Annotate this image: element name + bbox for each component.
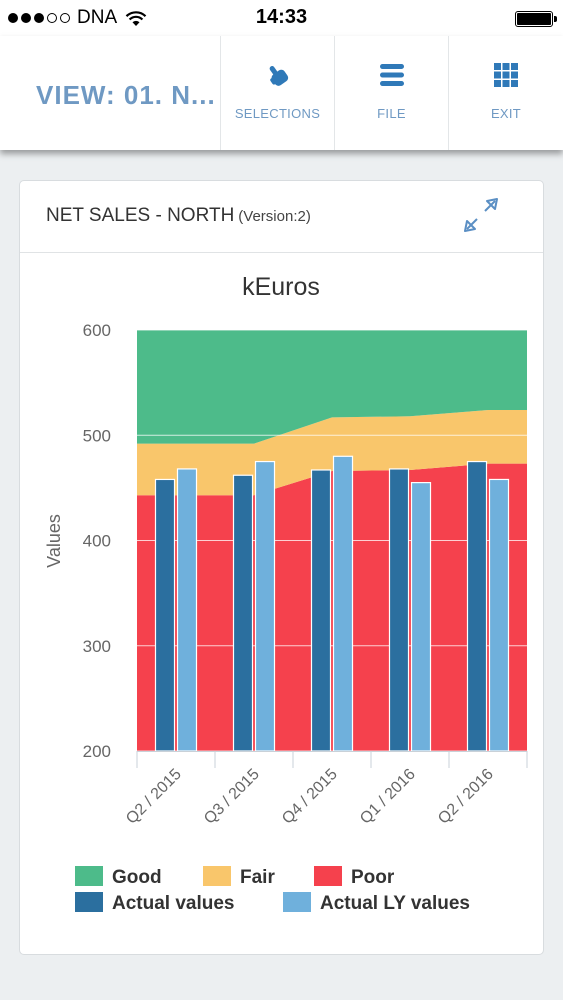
- actual-bar[interactable]: [310, 469, 332, 752]
- grid-icon: [494, 63, 518, 87]
- actual-bar[interactable]: [388, 468, 410, 752]
- signal-strength-icon: [8, 13, 70, 23]
- actual-bar[interactable]: [232, 474, 254, 752]
- actual-ly-bar[interactable]: [254, 460, 276, 752]
- legend-label-good[interactable]: Good: [112, 867, 162, 888]
- actual-ly-bar[interactable]: [410, 482, 432, 752]
- x-tick-label: Q3 / 2015: [201, 766, 263, 828]
- file-button[interactable]: FILE: [334, 36, 448, 150]
- y-tick-label: 300: [83, 637, 111, 656]
- chart-title: kEuros: [242, 273, 320, 301]
- file-label: FILE: [377, 106, 406, 121]
- legend-swatch-poor[interactable]: [314, 866, 342, 886]
- expand-button[interactable]: [461, 195, 501, 235]
- y-tick-label: 600: [83, 321, 111, 340]
- actual-ly-bar[interactable]: [488, 478, 510, 752]
- legend-swatch-actual-ly-values[interactable]: [283, 892, 311, 912]
- toolbar: VIEW: 01. N... SELECTIONS FILE: [0, 36, 563, 150]
- expand-arrows-icon: [464, 198, 498, 232]
- net-sales-chart: kEuros 200 300 400 500 600 Q2 / 2015 Q3 / 2015…: [44, 273, 528, 914]
- card-header: NET SALES - NORTH (Version:2): [20, 181, 543, 253]
- plot-area: 200 300 400 500 600 Q2 / 2015 Q3 / 2015 Q4 / 20…: [83, 321, 528, 828]
- actual-bar[interactable]: [154, 478, 176, 752]
- carrier-name: DNA: [77, 7, 118, 28]
- pointer-hand-icon: [269, 66, 288, 86]
- status-time: 14:33: [255, 6, 308, 28]
- card-title: NET SALES - NORTH (Version:2): [46, 205, 311, 227]
- actual-bar[interactable]: [466, 460, 488, 752]
- chart-legend: Good Fair Poor Actual values Actual LY value…: [75, 866, 470, 914]
- selections-button[interactable]: SELECTIONS: [220, 36, 334, 150]
- x-tick-label: Q4 / 2015: [279, 766, 341, 828]
- selections-label: SELECTIONS: [234, 106, 321, 121]
- wifi-icon: [125, 10, 147, 26]
- x-tick-label: Q1 / 2016: [357, 766, 419, 828]
- legend-swatch-good[interactable]: [75, 866, 103, 886]
- status-bar: DNA 14:33: [0, 0, 563, 36]
- exit-button[interactable]: EXIT: [448, 36, 563, 150]
- actual-ly-bar[interactable]: [176, 468, 198, 752]
- chart-card: NET SALES - NORTH (Version:2) kEuros 200 3…: [19, 180, 544, 955]
- card-version: (Version:2): [238, 208, 311, 225]
- legend-label-poor[interactable]: Poor: [351, 867, 395, 888]
- x-tick-label: Q2 / 2015: [123, 766, 185, 828]
- y-axis-label: Values: [44, 514, 64, 568]
- legend-label-fair[interactable]: Fair: [240, 867, 275, 888]
- legend-swatch-actual-values[interactable]: [75, 892, 103, 912]
- legend-swatch-fair[interactable]: [203, 866, 231, 886]
- x-tick-label: Q2 / 2016: [435, 766, 497, 828]
- exit-label: EXIT: [490, 106, 522, 121]
- menu-lines-icon: [379, 64, 404, 86]
- actual-ly-bar[interactable]: [332, 455, 354, 752]
- y-tick-label: 200: [83, 742, 111, 761]
- band-good: [137, 330, 527, 444]
- legend-label-actual-ly-values[interactable]: Actual LY values: [320, 893, 470, 914]
- battery-icon: [515, 11, 557, 27]
- band-fair: [137, 409, 527, 496]
- y-tick-label: 500: [83, 426, 111, 445]
- legend-label-actual-values[interactable]: Actual values: [112, 893, 235, 914]
- y-tick-label: 400: [83, 532, 111, 551]
- card-title-text: NET SALES - NORTH: [46, 205, 235, 226]
- view-title[interactable]: VIEW: 01. N...: [36, 80, 216, 110]
- status-left: DNA: [8, 7, 147, 29]
